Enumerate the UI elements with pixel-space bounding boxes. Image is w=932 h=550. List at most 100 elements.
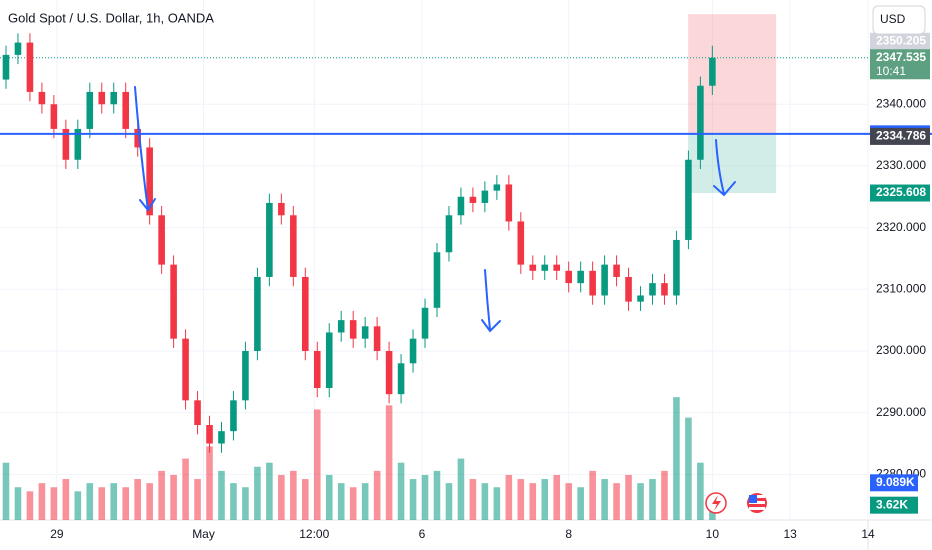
y-tick-label: 2320.000 [876,220,926,234]
volume-bar [242,487,249,520]
candle-body [62,128,70,160]
price-label-box [870,32,930,50]
volume-bar [373,470,381,520]
candle-body [337,320,345,333]
volume-label-box [870,474,918,492]
candle-body [110,91,118,105]
candle-body [625,276,632,302]
candle-body [361,326,369,339]
volume-label-box [870,496,918,514]
volume-bar [2,462,10,520]
volume-bar [421,474,429,520]
candle-body [230,400,237,432]
currency-button[interactable] [872,5,926,35]
candle-body [421,307,429,339]
y-tick-label: 2330.000 [876,158,926,172]
candle-body [397,363,405,395]
candle-body [122,91,130,129]
volume-bar [469,479,477,520]
volume-bar [385,405,393,520]
volume-bar [313,409,321,520]
y-tick-label: 2300.000 [876,343,926,357]
candle-body [697,85,704,160]
candle-body [409,338,417,364]
candle-body [613,264,620,277]
volume-bar [182,458,189,520]
volume-bar [445,483,453,520]
candle-body [86,91,94,129]
volume-bar [206,446,213,520]
x-tick-label: 14 [861,527,875,541]
volume-bar [278,474,285,520]
volume-bar [14,487,22,520]
candle-body [170,264,177,339]
candle-body [505,184,513,222]
x-tick-label: 8 [565,527,572,541]
candle-body [457,196,465,216]
x-tick-label: 10 [706,527,720,541]
candle-body [481,190,489,203]
volume-bar [349,487,357,520]
currency-label[interactable]: USD [880,12,906,26]
x-tick-label: 12:00 [299,527,329,541]
volume-bar [529,483,537,520]
arrow [481,269,501,333]
candle-body [649,283,656,296]
candle-body [206,425,213,444]
x-tick-label: 13 [783,527,797,541]
volume-bar [146,483,153,520]
candle-body [266,202,273,277]
candle-body [98,91,106,105]
candle-body [673,239,680,296]
candles [2,33,716,453]
candle-body [290,215,297,277]
candle-body [577,270,584,284]
volume-bar [433,470,441,520]
candle-body [302,276,309,351]
volume-bar [230,483,237,520]
volume-bar [685,417,692,520]
y-tick-label: 2340.000 [876,96,926,110]
volume-bar [122,487,130,520]
volume-bar [589,470,596,520]
candle-body [373,326,381,351]
volume-bar [601,479,608,520]
volume-bar [517,479,525,520]
volume-bar [62,479,70,520]
candle-body [218,431,225,444]
volume-bar [577,487,584,520]
candle-body [529,264,537,271]
volume-bar [505,474,513,520]
volume-bar [170,474,177,520]
countdown: 10:41 [876,64,906,78]
volume-bar [290,470,297,520]
candle-body [134,128,141,148]
axes: 2280.0002290.0002300.0002310.0002320.000… [0,32,932,541]
candle-body [493,184,501,191]
price-label-box [870,184,930,202]
candle-body [313,350,321,388]
candle-body [565,270,572,284]
volume-bar [325,474,333,520]
candle-body [325,332,333,388]
price-label: 2325.608 [876,185,926,199]
volume-bar [218,470,225,520]
volume-bar [266,462,273,520]
volume-bar [302,479,309,520]
volume-bar [697,462,704,520]
volume-bar [110,483,118,520]
candle-body [685,159,692,240]
volume-bar [134,479,141,520]
candle-body [433,252,441,308]
volume-bar [565,483,572,520]
candle-body [158,215,165,265]
volume-bar [86,483,94,520]
volume-bar [409,479,417,520]
candle-body [601,264,608,296]
candle-body [553,264,561,271]
y-tick-label: 2310.000 [876,281,926,295]
candle-body [469,196,477,203]
